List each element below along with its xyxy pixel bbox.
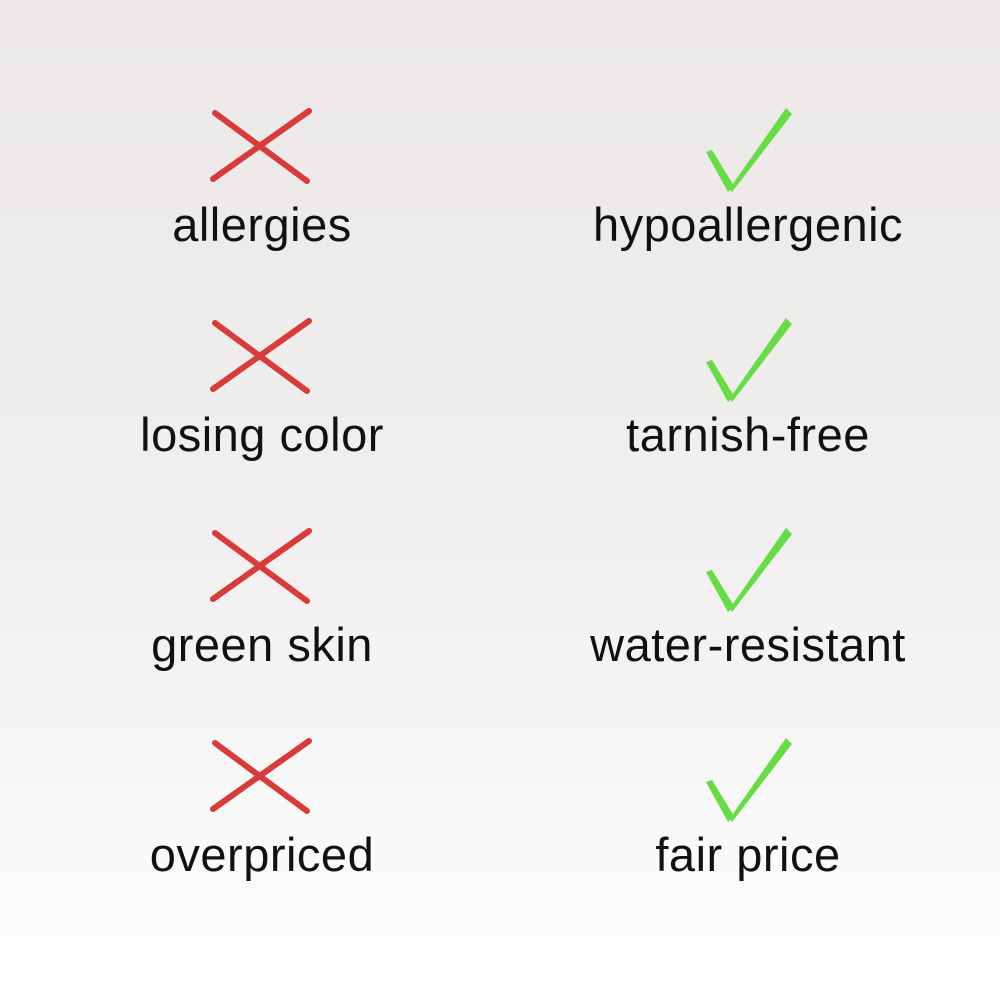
negative-item: allergies [12,105,512,315]
positive-item: tarnish-free [498,310,998,520]
positive-label: water-resistant [590,618,906,671]
negative-item: losing color [12,315,512,525]
positive-label: hypoallergenic [592,198,904,251]
negative-label: green skin [151,618,373,671]
positive-item: fair price [498,730,998,940]
positive-item: water-resistant [498,520,998,730]
positive-label: tarnish-free [626,408,870,461]
positive-label: fair price [655,828,841,881]
negative-item: green skin [12,525,512,735]
negative-item: overpriced [12,735,512,945]
positive-item: hypoallergenic [498,100,998,310]
negative-label: allergies [172,198,352,251]
negative-label: losing color [140,408,384,461]
negative-label: overpriced [149,828,375,881]
